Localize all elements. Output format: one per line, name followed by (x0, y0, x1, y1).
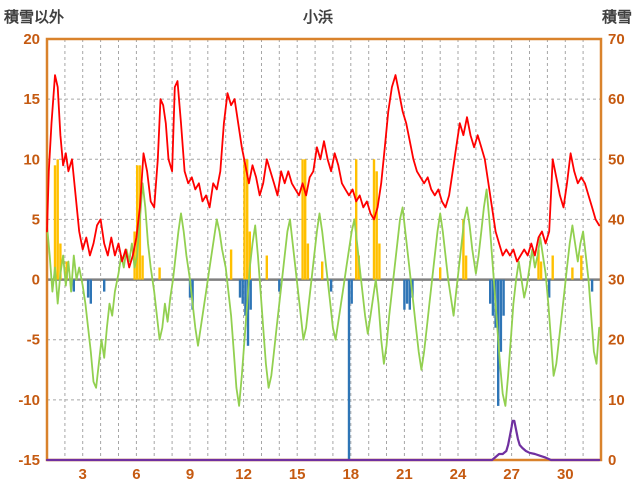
chart-title: 小浜 (302, 9, 333, 26)
right-axis-title: 積雪 (601, 9, 632, 26)
svg-text:-10: -10 (18, 392, 40, 409)
svg-text:50: 50 (608, 151, 625, 168)
svg-text:0: 0 (32, 272, 40, 289)
svg-text:20: 20 (608, 332, 625, 349)
svg-text:10: 10 (23, 151, 40, 168)
svg-text:18: 18 (342, 466, 359, 483)
svg-text:6: 6 (132, 466, 140, 483)
svg-text:5: 5 (32, 211, 40, 228)
svg-text:27: 27 (503, 466, 520, 483)
svg-text:-15: -15 (18, 452, 40, 469)
svg-text:9: 9 (186, 466, 194, 483)
svg-text:30: 30 (557, 466, 574, 483)
svg-text:3: 3 (79, 466, 87, 483)
svg-text:12: 12 (235, 466, 252, 483)
svg-text:10: 10 (608, 392, 625, 409)
svg-text:-5: -5 (27, 332, 40, 349)
svg-text:40: 40 (608, 211, 625, 228)
svg-text:15: 15 (23, 91, 40, 108)
svg-text:70: 70 (608, 31, 625, 48)
svg-text:20: 20 (23, 31, 40, 48)
svg-text:0: 0 (608, 452, 616, 469)
svg-text:24: 24 (450, 466, 467, 483)
left-axis-title: 積雪以外 (4, 9, 65, 26)
svg-text:30: 30 (608, 272, 625, 289)
svg-text:21: 21 (396, 466, 413, 483)
svg-text:60: 60 (608, 91, 625, 108)
svg-text:15: 15 (289, 466, 306, 483)
